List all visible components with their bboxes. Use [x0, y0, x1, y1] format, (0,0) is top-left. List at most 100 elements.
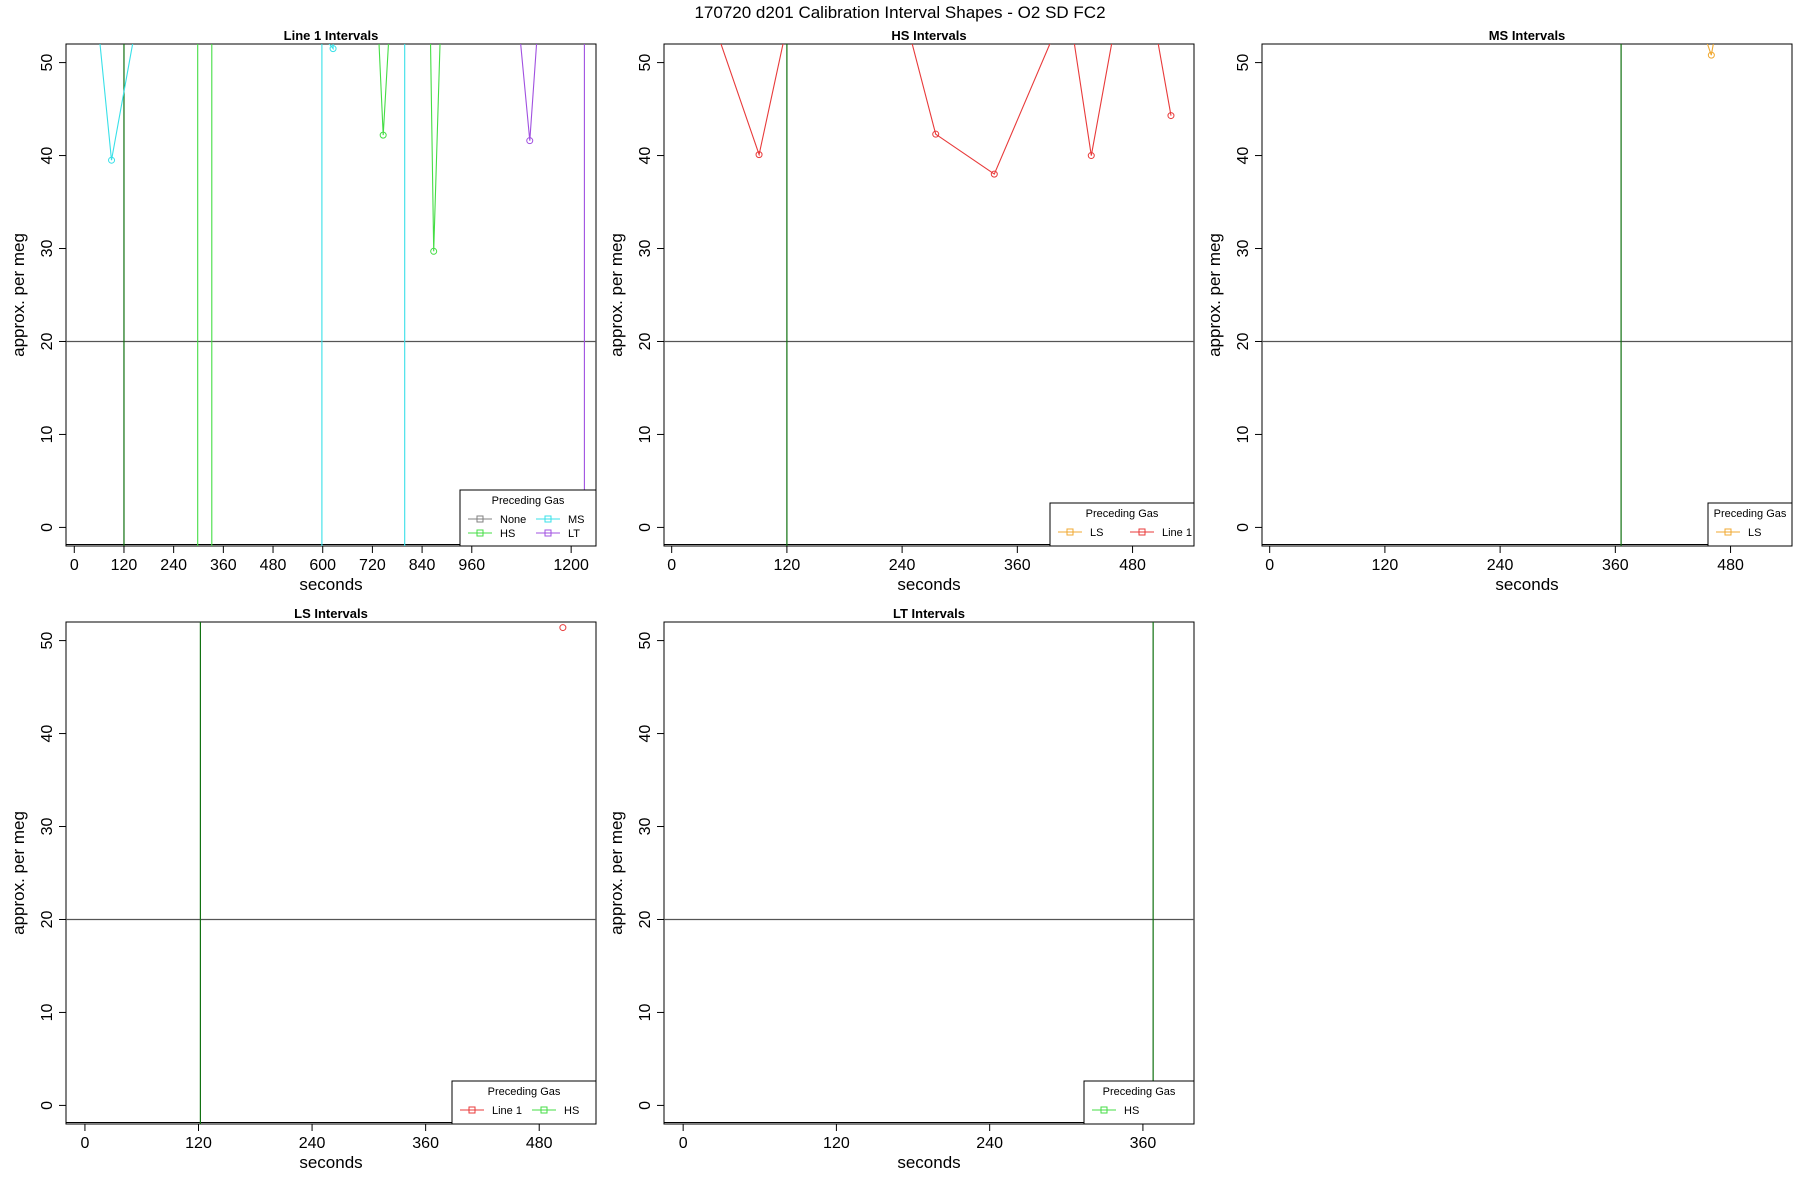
- legend-entry: Line 1: [1162, 527, 1192, 539]
- legend: Preceding Gas LS Line 1: [1049, 502, 1195, 547]
- x-tick-label: 480: [1717, 557, 1744, 574]
- legend-swatch-marker: [476, 529, 484, 537]
- y-tick-label: 50: [637, 632, 654, 650]
- series-line: [1706, 44, 1714, 56]
- x-tick-label: 240: [976, 1135, 1003, 1152]
- series-line: [429, 44, 441, 252]
- legend-entry: LS: [1090, 527, 1103, 539]
- y-tick-label: 40: [637, 147, 654, 165]
- x-tick-label: 480: [1119, 557, 1146, 574]
- x-tick-label: 240: [299, 1135, 326, 1152]
- x-tick-label: 360: [210, 557, 237, 574]
- data-point: [990, 170, 998, 178]
- data-point: [108, 156, 116, 164]
- series-line: [520, 44, 538, 141]
- series-line: [321, 44, 334, 546]
- y-tick-label: 40: [1235, 147, 1252, 165]
- legend-entry: LS: [1748, 527, 1761, 539]
- series-line: [1157, 44, 1172, 116]
- series-line: [1073, 44, 1113, 156]
- x-tick-label: 600: [309, 557, 336, 574]
- legend-swatch-marker: [1724, 528, 1732, 536]
- x-tick-label: 0: [70, 557, 79, 574]
- series-line: [378, 44, 390, 136]
- y-tick-label: 0: [39, 1101, 56, 1110]
- plot-frame: [663, 43, 1195, 547]
- x-tick-label: 120: [774, 557, 801, 574]
- y-tick-label: 10: [1235, 425, 1252, 443]
- y-tick-label: 0: [637, 1101, 654, 1110]
- x-tick-label: 960: [458, 557, 485, 574]
- x-tick-label: 0: [667, 557, 676, 574]
- y-axis-label: approx. per meg: [1205, 233, 1224, 357]
- data-point: [1087, 152, 1095, 160]
- legend-title: Preceding Gas: [492, 495, 565, 507]
- x-tick-label: 120: [111, 557, 138, 574]
- x-tick-label: 240: [1487, 557, 1514, 574]
- legend-title: Preceding Gas: [1086, 508, 1159, 520]
- y-tick-label: 30: [637, 818, 654, 836]
- data-point: [1707, 51, 1715, 59]
- x-tick-label: 0: [1265, 557, 1274, 574]
- y-tick-label: 40: [39, 725, 56, 743]
- y-tick-label: 20: [1235, 332, 1252, 350]
- legend-entry: LT: [568, 528, 580, 540]
- legend: Preceding Gas LS: [1707, 502, 1793, 547]
- y-tick-label: 50: [39, 632, 56, 650]
- y-tick-label: 10: [637, 1003, 654, 1021]
- panel-1: Line 1 Intervals 0 120 240 360 480 600 720 840 96…: [9, 28, 597, 594]
- plot-frame: [1261, 43, 1793, 547]
- y-tick-label: 40: [637, 725, 654, 743]
- panel-5: LT Intervals 0 120 240 360 0 10 20 30 40 50 seconds…: [607, 606, 1195, 1172]
- legend-entry: None: [500, 514, 526, 526]
- plot-frame: [65, 621, 597, 1125]
- x-tick-label: 0: [80, 1135, 89, 1152]
- x-tick-label: 120: [185, 1135, 212, 1152]
- legend-entry: Line 1: [492, 1105, 522, 1117]
- legend-title: Preceding Gas: [1103, 1086, 1176, 1098]
- legend-title: Preceding Gas: [488, 1086, 561, 1098]
- x-tick-label: 360: [1004, 557, 1031, 574]
- legend-box: [1083, 1080, 1195, 1125]
- panel-2: HS Intervals 0 120 240 360 480 0 10 20 30 40 50 seco…: [607, 28, 1195, 594]
- y-tick-label: 40: [39, 147, 56, 165]
- legend-swatch-marker: [476, 515, 484, 523]
- data-point: [1167, 112, 1175, 120]
- x-tick-label: 720: [359, 557, 386, 574]
- legend-entry: MS: [568, 514, 585, 526]
- y-tick-label: 50: [637, 54, 654, 72]
- x-tick-label: 480: [526, 1135, 553, 1152]
- panel-title: LS Intervals: [294, 606, 368, 621]
- series-line: [911, 44, 1051, 175]
- data-point: [430, 247, 438, 255]
- x-axis-label: seconds: [897, 575, 960, 594]
- legend-swatch-marker: [544, 529, 552, 537]
- legend-title: Preceding Gas: [1714, 508, 1787, 520]
- x-tick-label: 0: [679, 1135, 688, 1152]
- series-line: [720, 44, 784, 157]
- legend-box: [1049, 502, 1195, 547]
- y-tick-label: 0: [39, 523, 56, 532]
- legend-entry: HS: [564, 1105, 579, 1117]
- figure-title: 170720 d201 Calibration Interval Shapes …: [694, 3, 1105, 22]
- y-axis-label: approx. per meg: [9, 811, 28, 935]
- legend-swatch-marker: [544, 515, 552, 523]
- x-tick-label: 360: [412, 1135, 439, 1152]
- x-tick-label: 240: [160, 557, 187, 574]
- legend-swatch-marker: [1138, 528, 1146, 536]
- data-point: [755, 151, 763, 159]
- legend-box: [1707, 502, 1793, 547]
- data-point: [932, 130, 940, 138]
- y-tick-label: 20: [637, 332, 654, 350]
- y-axis-label: approx. per meg: [607, 811, 626, 935]
- legend: Preceding Gas Line 1 HS: [451, 1080, 597, 1125]
- x-tick-label: 360: [1130, 1135, 1157, 1152]
- x-tick-label: 360: [1602, 557, 1629, 574]
- y-tick-label: 50: [39, 54, 56, 72]
- y-tick-label: 30: [1235, 240, 1252, 258]
- y-tick-label: 30: [39, 818, 56, 836]
- y-tick-label: 20: [637, 910, 654, 928]
- legend-swatch-marker: [1066, 528, 1074, 536]
- y-tick-label: 20: [39, 910, 56, 928]
